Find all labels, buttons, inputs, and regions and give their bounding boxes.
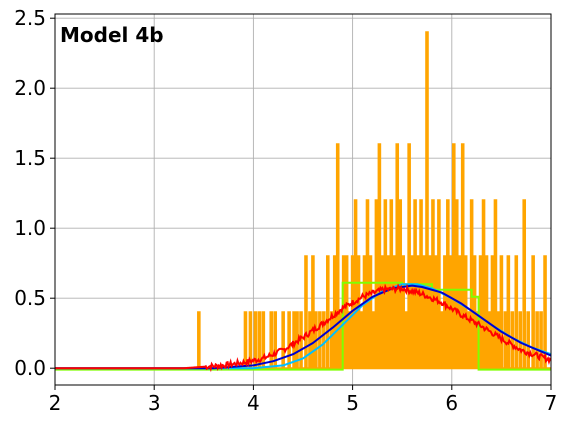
x-tick-label: 5 [346,391,359,415]
series-0 [55,31,551,370]
x-tick-label: 6 [445,391,458,415]
x-tick-label: 2 [49,391,62,415]
x-tick-label: 3 [148,391,161,415]
y-axis: 0.0 0.5 1.0 1.5 2.0 2.5 [14,6,55,380]
x-tick-label: 4 [247,391,260,415]
series-layer [55,31,551,373]
plot-frame [54,13,552,386]
series-4 [55,283,551,373]
y-tick-label: 0.5 [14,286,46,310]
y-tick-label: 2.5 [14,6,46,30]
series-line [55,284,551,370]
series-line [55,283,551,373]
y-tick-label: 2.0 [14,76,46,100]
x-tick-label: 7 [545,391,558,415]
x-axis: 2 3 4 5 6 7 [49,385,558,415]
model-annotation: Model 4b [60,23,164,47]
y-tick-label: 0.0 [14,356,46,380]
y-tick-label: 1.0 [14,216,46,240]
series-3 [55,284,551,370]
series-line [55,31,551,370]
y-tick-label: 1.5 [14,146,46,170]
